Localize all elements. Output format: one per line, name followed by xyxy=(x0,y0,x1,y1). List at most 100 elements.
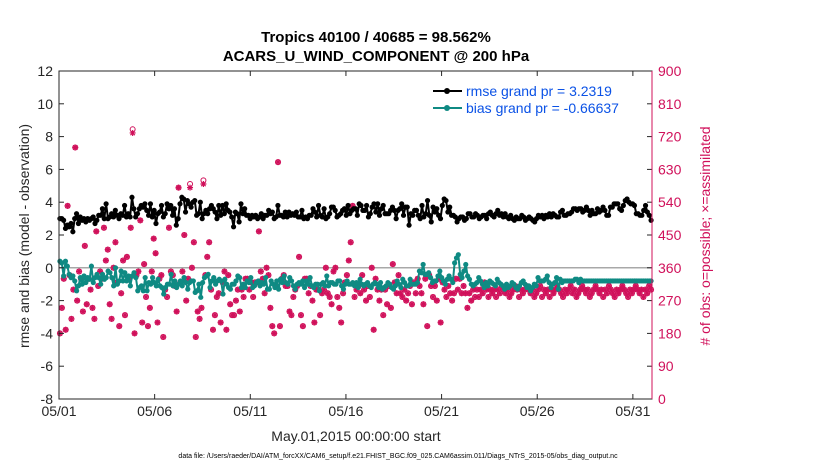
assimilated-obs-marker xyxy=(89,304,96,311)
assimilated-obs-marker xyxy=(491,286,498,293)
assimilated-obs-marker xyxy=(188,264,195,271)
bias-point xyxy=(316,288,322,294)
assimilated-obs-marker xyxy=(437,319,444,326)
assimilated-obs-marker xyxy=(632,283,639,290)
assimilated-obs-marker xyxy=(349,202,356,209)
assimilated-obs-marker xyxy=(468,297,475,304)
bias-point xyxy=(398,284,404,291)
bias-point xyxy=(237,275,243,281)
rmse-point xyxy=(439,202,445,209)
assimilated-obs-marker xyxy=(496,290,503,297)
x-tick-label: 05/06 xyxy=(137,403,172,419)
assimilated-obs-marker xyxy=(165,224,172,231)
bias-point xyxy=(220,291,226,297)
assimilated-obs-marker xyxy=(211,312,218,319)
bias-point xyxy=(292,286,298,292)
assimilated-obs-marker xyxy=(391,279,398,286)
y-tick-label: 12 xyxy=(37,63,53,79)
rmse-point xyxy=(315,202,322,209)
rmse-point xyxy=(280,214,287,220)
rmse-point xyxy=(175,216,181,222)
assimilated-obs-marker xyxy=(565,286,572,293)
assimilated-obs-marker xyxy=(630,286,637,293)
rmse-point xyxy=(168,202,174,209)
assimilated-obs-marker xyxy=(577,286,584,293)
assimilated-obs-marker xyxy=(154,319,161,326)
bias-point xyxy=(492,283,499,289)
rmse-point xyxy=(142,201,148,207)
x-tick-label: 05/21 xyxy=(424,403,459,419)
assimilated-obs-marker xyxy=(267,304,274,311)
assimilated-obs-marker xyxy=(190,239,197,246)
assimilated-obs-marker xyxy=(223,326,230,333)
assimilated-obs-marker xyxy=(389,261,396,268)
rmse-point xyxy=(158,202,165,209)
assimilated-obs-marker xyxy=(185,275,192,282)
assimilated-obs-marker xyxy=(584,286,591,293)
bias-point xyxy=(233,278,239,284)
rmse-point xyxy=(413,207,420,213)
assimilated-obs-marker xyxy=(135,268,142,275)
assimilated-obs-marker xyxy=(470,286,477,293)
assimilated-obs-marker xyxy=(322,264,329,271)
rmse-point xyxy=(362,207,368,213)
assimilated-obs-marker xyxy=(181,232,188,238)
rmse-point xyxy=(367,211,373,217)
rmse-point xyxy=(363,202,370,209)
bias-point xyxy=(88,263,95,269)
rmse-point xyxy=(129,194,135,200)
bias-point xyxy=(83,279,89,286)
assimilated-obs-marker xyxy=(366,293,373,300)
assimilated-obs-marker xyxy=(368,264,375,271)
bias-point xyxy=(207,284,213,291)
assimilated-obs-marker xyxy=(429,293,436,300)
bias-point xyxy=(407,276,413,282)
assimilated-obs-marker xyxy=(286,308,293,315)
assimilated-obs-marker xyxy=(123,253,130,260)
assimilated-obs-marker xyxy=(68,315,75,322)
series-layer xyxy=(57,194,654,300)
bias-point xyxy=(109,275,115,281)
y-tick-label: 8 xyxy=(45,129,53,145)
bias-point xyxy=(261,281,267,287)
assimilated-obs-marker xyxy=(537,283,544,290)
assimilated-obs-marker xyxy=(263,264,270,271)
rmse-point xyxy=(197,199,203,205)
rmse-point xyxy=(312,209,318,215)
rmse-point xyxy=(221,211,227,217)
rmse-point xyxy=(376,212,383,218)
assimilated-obs-marker xyxy=(517,286,524,293)
rmse-point xyxy=(275,202,281,209)
assimilated-obs-marker xyxy=(506,293,513,300)
bias-point xyxy=(288,278,295,284)
bias-point xyxy=(168,271,174,277)
bias-point xyxy=(122,270,128,276)
rmse-point xyxy=(97,212,104,218)
x-tick-label: 05/16 xyxy=(328,403,363,419)
bias-point xyxy=(149,275,156,281)
bias-point xyxy=(190,278,196,284)
assimilated-obs-marker xyxy=(257,268,264,275)
bias-point xyxy=(70,273,76,279)
bias-point xyxy=(450,279,456,286)
assimilated-obs-marker xyxy=(483,286,490,293)
assimilated-obs-marker xyxy=(255,228,262,235)
assimilated-obs-marker xyxy=(200,180,207,187)
rmse-point xyxy=(428,219,434,225)
assimilated-obs-marker xyxy=(236,308,243,315)
assimilated-obs-marker xyxy=(387,304,394,311)
rmse-point xyxy=(354,212,360,218)
assimilated-obs-marker xyxy=(502,290,509,297)
assimilated-obs-marker xyxy=(336,304,343,311)
assimilated-obs-marker xyxy=(611,293,618,300)
bias-point xyxy=(138,283,145,289)
bias-point xyxy=(177,278,183,284)
assimilated-obs-marker xyxy=(397,290,404,297)
bias-point xyxy=(544,273,550,279)
assimilated-obs-marker xyxy=(535,286,542,293)
rmse-point xyxy=(620,202,626,209)
bias-point xyxy=(340,286,347,292)
assimilated-obs-marker xyxy=(246,286,253,293)
assimilated-obs-marker xyxy=(485,293,492,300)
